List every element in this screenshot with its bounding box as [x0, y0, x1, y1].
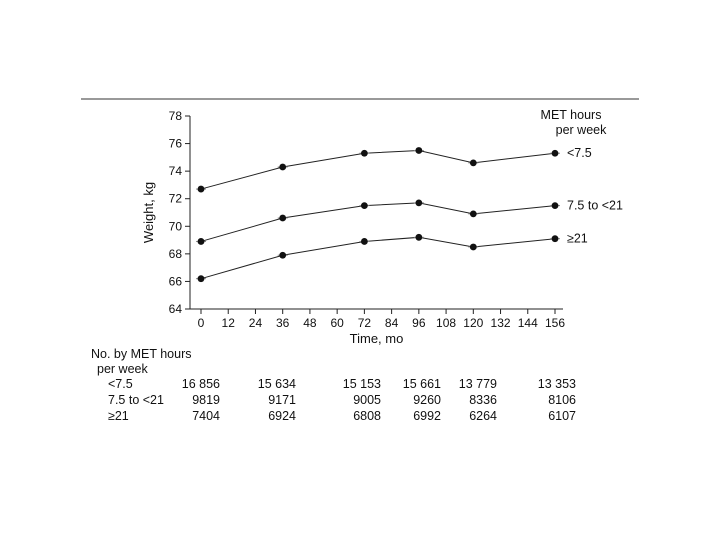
- at-risk-cell: 16 856: [182, 377, 220, 391]
- data-point: [197, 238, 205, 245]
- at-risk-cell: 6808: [353, 409, 381, 423]
- y-axis-title: Weight, kg: [141, 182, 156, 243]
- legend-title-line-1: MET hours: [541, 108, 602, 122]
- at-risk-cell: 15 634: [258, 377, 296, 391]
- y-tick-label: 76: [169, 137, 183, 151]
- at-risk-header-line-2: per week: [97, 362, 148, 376]
- x-tick-label: 156: [545, 316, 565, 330]
- at-risk-cell: 8106: [548, 393, 576, 407]
- y-tick-label: 70: [169, 219, 183, 233]
- data-point: [469, 210, 477, 218]
- series-label: 7.5 to <21: [567, 199, 623, 213]
- series-label: ≥21: [567, 232, 588, 246]
- series-label: <7.5: [567, 146, 592, 160]
- data-point: [551, 202, 559, 210]
- x-tick-label: 108: [436, 316, 456, 330]
- x-tick-label: 48: [303, 316, 317, 330]
- x-tick-label: 0: [198, 316, 205, 330]
- data-point: [360, 149, 368, 157]
- x-tick-label: 24: [249, 316, 263, 330]
- data-point: [197, 185, 205, 193]
- y-tick-label: 64: [169, 302, 183, 316]
- x-tick-label: 96: [412, 316, 426, 330]
- x-tick-label: 36: [276, 316, 290, 330]
- series-line-0: [200, 149, 556, 190]
- line-chart: 64 66 68 70 72 74 76 78 0 12 24 36 48 60 72 84 96 108 120 1…: [141, 108, 623, 346]
- x-tick-label: 120: [463, 316, 483, 330]
- at-risk-cell: 7404: [192, 409, 220, 423]
- data-point: [360, 202, 368, 210]
- at-risk-cell: 8336: [469, 393, 497, 407]
- data-point: [415, 233, 423, 241]
- at-risk-cell: 9005: [353, 393, 381, 407]
- x-axis-title: Time, mo: [350, 331, 404, 346]
- at-risk-row-label: ≥21: [108, 409, 129, 423]
- x-tick-label: 132: [491, 316, 511, 330]
- y-tick-label: 68: [169, 247, 183, 261]
- data-point: [360, 238, 368, 245]
- data-point: [551, 235, 559, 243]
- legend-title-line-2: per week: [556, 123, 607, 137]
- y-tick-label: 66: [169, 274, 183, 288]
- at-risk-cell: 9260: [413, 393, 441, 407]
- data-point: [197, 275, 205, 283]
- at-risk-cell: 13 779: [459, 377, 497, 391]
- data-point: [469, 243, 477, 251]
- at-risk-row-label: <7.5: [108, 377, 133, 391]
- at-risk-row-label: 7.5 to <21: [108, 393, 164, 407]
- x-tick-label: 72: [358, 316, 372, 330]
- at-risk-cell: 6924: [268, 409, 296, 423]
- data-point: [279, 163, 287, 171]
- data-point: [415, 199, 423, 207]
- at-risk-cell: 15 661: [403, 377, 441, 391]
- series-line-1: [200, 202, 556, 242]
- data-point: [551, 149, 559, 157]
- at-risk-cell: 6107: [548, 409, 576, 423]
- data-point: [279, 251, 287, 259]
- at-risk-cell: 13 353: [538, 377, 576, 391]
- at-risk-header-line-1: No. by MET hours: [91, 347, 192, 361]
- data-point: [279, 214, 287, 222]
- x-tick-label: 84: [385, 316, 399, 330]
- y-tick-label: 74: [169, 164, 183, 178]
- y-tick-label: 72: [169, 192, 183, 206]
- at-risk-cell: 9171: [268, 393, 296, 407]
- at-risk-cell: 15 153: [343, 377, 381, 391]
- at-risk-cell: 6264: [469, 409, 497, 423]
- y-tick-label: 78: [169, 109, 183, 123]
- x-tick-label: 60: [330, 316, 344, 330]
- at-risk-cell: 6992: [413, 409, 441, 423]
- x-tick-label: 12: [222, 316, 236, 330]
- x-tick-label: 144: [518, 316, 538, 330]
- series-line-2: [200, 236, 556, 280]
- at-risk-cell: 9819: [192, 393, 220, 407]
- data-point: [415, 147, 423, 154]
- data-point: [469, 159, 477, 167]
